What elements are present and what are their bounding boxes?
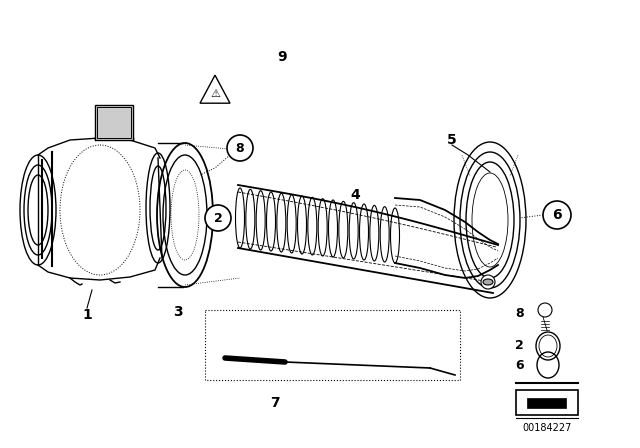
Text: 4: 4 (350, 188, 360, 202)
Ellipse shape (483, 279, 493, 285)
Text: 2: 2 (515, 339, 524, 352)
Circle shape (227, 135, 253, 161)
Text: 5: 5 (447, 133, 457, 147)
Text: 6: 6 (515, 358, 524, 371)
Text: 3: 3 (173, 305, 183, 319)
Text: ⚠: ⚠ (210, 89, 220, 99)
Text: 1: 1 (82, 308, 92, 322)
Text: 9: 9 (277, 50, 287, 64)
Text: 6: 6 (552, 208, 562, 222)
Circle shape (538, 303, 552, 317)
Text: 8: 8 (515, 306, 524, 319)
FancyBboxPatch shape (516, 390, 578, 415)
Circle shape (205, 205, 231, 231)
Text: 8: 8 (236, 142, 244, 155)
Text: 7: 7 (270, 396, 280, 410)
Circle shape (481, 275, 495, 289)
FancyBboxPatch shape (97, 107, 131, 138)
Polygon shape (200, 75, 230, 103)
Circle shape (543, 201, 571, 229)
Text: 2: 2 (214, 211, 222, 224)
FancyBboxPatch shape (95, 105, 133, 140)
FancyBboxPatch shape (527, 398, 566, 408)
Text: 00184227: 00184227 (522, 423, 572, 433)
